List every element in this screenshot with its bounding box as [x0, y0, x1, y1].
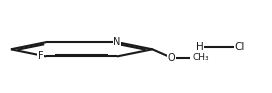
Text: N: N — [113, 37, 121, 47]
Text: F: F — [38, 51, 44, 61]
Text: Cl: Cl — [234, 41, 245, 52]
Text: O: O — [168, 53, 175, 63]
Text: H: H — [196, 41, 204, 52]
Text: CH₃: CH₃ — [192, 53, 209, 62]
